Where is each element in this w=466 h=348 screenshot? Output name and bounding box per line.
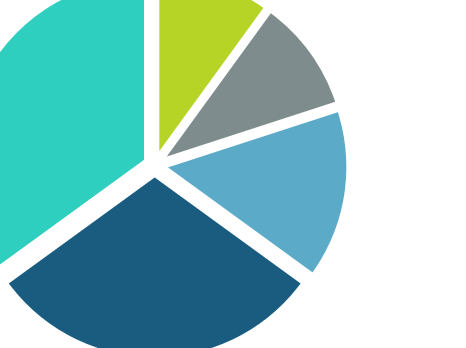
Wedge shape xyxy=(158,0,265,155)
Wedge shape xyxy=(7,176,302,348)
Wedge shape xyxy=(0,0,145,268)
Wedge shape xyxy=(165,110,348,274)
Wedge shape xyxy=(163,11,337,159)
